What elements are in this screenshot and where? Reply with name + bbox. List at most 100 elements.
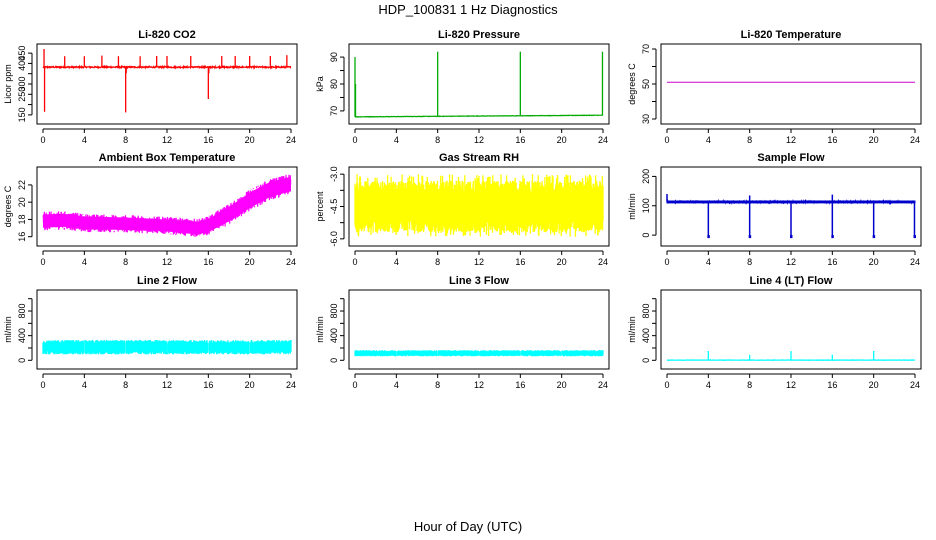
plot-frame bbox=[660, 43, 922, 125]
plot-frame bbox=[36, 166, 298, 247]
x-tick-label: 16 bbox=[515, 135, 525, 145]
x-tick-label: 24 bbox=[598, 380, 608, 390]
x-tick-label: 24 bbox=[286, 135, 296, 145]
x-tick-label: 16 bbox=[203, 135, 213, 145]
x-tick-label: 4 bbox=[706, 380, 711, 390]
x-tick-label: 12 bbox=[474, 380, 484, 390]
plot-frame bbox=[348, 166, 610, 247]
plot-frame bbox=[348, 289, 610, 370]
y-tick-label: 16 bbox=[17, 232, 27, 242]
panel-title: Sample Flow bbox=[757, 152, 825, 164]
series-line bbox=[354, 350, 604, 357]
y-tick-label: -3.0 bbox=[329, 166, 339, 182]
panel-title: Li-820 Temperature bbox=[741, 29, 842, 41]
x-tick-label: 16 bbox=[203, 380, 213, 390]
x-tick-label: 20 bbox=[557, 135, 567, 145]
x-tick-label: 0 bbox=[664, 257, 669, 267]
x-tick-label: 24 bbox=[286, 380, 296, 390]
x-tick-label: 12 bbox=[162, 380, 172, 390]
series-line bbox=[354, 350, 604, 357]
x-tick-label: 8 bbox=[747, 380, 752, 390]
series-line bbox=[354, 114, 604, 118]
panel-9: Line 4 (LT) Flow 0 4 8 12 16 20 24 0 400 800 ml/min bbox=[627, 275, 922, 390]
panel-title: Line 2 Flow bbox=[137, 275, 197, 287]
y-axis-label: Licor ppm bbox=[3, 64, 13, 104]
panel-6: Sample Flow 0 4 8 12 16 20 24 0 100 200 ml/min bbox=[627, 152, 922, 267]
x-tick-label: 20 bbox=[869, 380, 879, 390]
x-tick-label: 0 bbox=[664, 380, 669, 390]
x-tick-label: 16 bbox=[827, 380, 837, 390]
x-tick-label: 24 bbox=[910, 380, 920, 390]
y-tick-label: 400 bbox=[17, 328, 27, 343]
x-tick-label: 24 bbox=[910, 135, 920, 145]
x-tick-label: 16 bbox=[827, 257, 837, 267]
y-tick-label: 90 bbox=[329, 52, 339, 62]
panel-7: Line 2 Flow 0 4 8 12 16 20 24 0 400 800 ml/min bbox=[3, 275, 298, 390]
x-tick-label: 8 bbox=[435, 135, 440, 145]
panel-title: Gas Stream RH bbox=[439, 152, 519, 164]
series-line bbox=[42, 49, 292, 113]
y-tick-label: -6.0 bbox=[329, 231, 339, 247]
x-tick-label: 24 bbox=[286, 257, 296, 267]
y-axis-label: kPa bbox=[315, 76, 325, 92]
x-tick-label: 4 bbox=[82, 257, 87, 267]
panel-title: Ambient Box Temperature bbox=[99, 152, 236, 164]
panel-3: Li-820 Temperature 0 4 8 12 16 20 24 30 50 70 degre… bbox=[627, 29, 922, 145]
x-tick-label: 12 bbox=[162, 257, 172, 267]
y-tick-label: 200 bbox=[641, 169, 651, 184]
x-tick-label: 8 bbox=[435, 380, 440, 390]
series-line bbox=[42, 340, 292, 355]
y-tick-label: 400 bbox=[17, 56, 27, 71]
x-tick-label: 0 bbox=[664, 135, 669, 145]
x-tick-label: 12 bbox=[474, 257, 484, 267]
x-tick-label: 16 bbox=[827, 135, 837, 145]
figure-xlabel: Hour of Day (UTC) bbox=[414, 519, 522, 534]
plot-frame bbox=[660, 166, 922, 247]
series-dip-marker bbox=[748, 235, 752, 239]
x-tick-label: 12 bbox=[474, 135, 484, 145]
y-tick-label: 250 bbox=[17, 87, 27, 102]
x-tick-label: 8 bbox=[123, 380, 128, 390]
x-tick-label: 4 bbox=[706, 135, 711, 145]
y-tick-label: 300 bbox=[17, 76, 27, 91]
y-tick-label: 20 bbox=[17, 197, 27, 207]
y-tick-label: 80 bbox=[329, 79, 339, 89]
x-tick-label: 20 bbox=[869, 135, 879, 145]
x-tick-label: 12 bbox=[786, 135, 796, 145]
series-dip-marker bbox=[872, 235, 876, 239]
x-tick-label: 4 bbox=[394, 135, 399, 145]
panel-2: Li-820 Pressure 0 4 8 12 16 20 24 70 80 90 kPa bbox=[315, 29, 610, 145]
x-tick-label: 8 bbox=[123, 135, 128, 145]
x-tick-label: 20 bbox=[245, 135, 255, 145]
series-band bbox=[43, 176, 291, 235]
plot-frame bbox=[660, 289, 922, 370]
x-tick-label: 20 bbox=[245, 380, 255, 390]
x-tick-label: 20 bbox=[557, 257, 567, 267]
y-tick-label: 150 bbox=[17, 107, 27, 122]
series-line bbox=[42, 340, 292, 355]
y-tick-label: 70 bbox=[641, 44, 651, 54]
series-line bbox=[354, 51, 604, 118]
x-tick-label: 16 bbox=[203, 257, 213, 267]
y-tick-label: 800 bbox=[641, 304, 651, 319]
panel-8: Line 3 Flow 0 4 8 12 16 20 24 0 400 800 ml/min bbox=[315, 275, 610, 390]
series-dip-marker bbox=[913, 235, 916, 239]
y-tick-label: 50 bbox=[641, 79, 651, 89]
x-tick-label: 20 bbox=[557, 380, 567, 390]
panel-title: Line 3 Flow bbox=[449, 275, 509, 287]
y-axis-label: ml/min bbox=[627, 316, 637, 343]
x-tick-label: 24 bbox=[910, 257, 920, 267]
x-tick-label: 20 bbox=[245, 257, 255, 267]
x-tick-label: 4 bbox=[394, 380, 399, 390]
y-tick-label: 100 bbox=[641, 198, 651, 213]
x-tick-label: 0 bbox=[40, 135, 45, 145]
y-tick-label: 70 bbox=[329, 106, 339, 116]
panel-5: Gas Stream RH 0 4 8 12 16 20 24 -6.0 -4.5 -3.0 perc… bbox=[315, 152, 610, 267]
x-tick-label: 12 bbox=[786, 380, 796, 390]
x-tick-label: 4 bbox=[706, 257, 711, 267]
x-tick-label: 4 bbox=[82, 380, 87, 390]
y-tick-label: 0 bbox=[641, 233, 651, 238]
